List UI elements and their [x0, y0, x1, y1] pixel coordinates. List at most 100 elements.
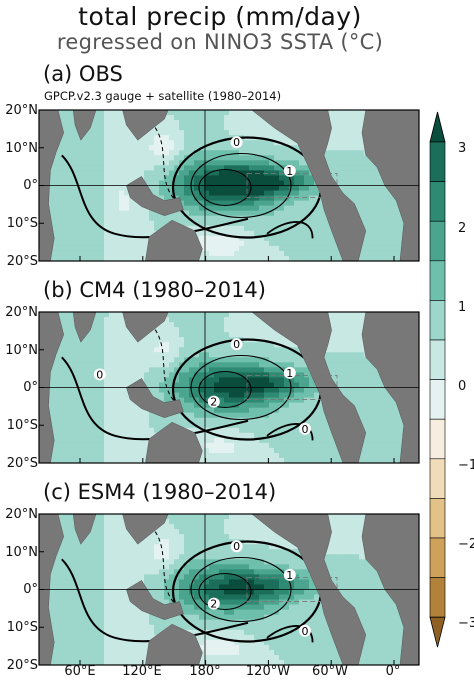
field-cell: [289, 180, 295, 186]
field-cell: [89, 529, 95, 535]
field-cell: [244, 327, 250, 333]
field-cell: [94, 170, 100, 176]
field-cell: [269, 427, 275, 434]
field-cell: [194, 387, 200, 393]
field-cell: [129, 220, 135, 227]
field-cell: [204, 332, 210, 338]
field-cell: [394, 442, 400, 449]
field-cell: [244, 529, 250, 535]
field-cell: [84, 140, 90, 146]
field-cell: [324, 240, 330, 247]
field-cell: [209, 170, 215, 176]
field-cell: [359, 185, 365, 191]
field-cell: [164, 377, 170, 383]
field-cell: [224, 402, 230, 409]
field-cell: [239, 210, 245, 217]
field-cell: [269, 190, 275, 196]
field-cell: [64, 347, 70, 353]
field-cell: [309, 397, 315, 403]
field-cell: [74, 185, 80, 191]
field-cell: [89, 130, 95, 136]
field-cell: [189, 160, 195, 166]
field-cell: [119, 417, 125, 424]
field-cell: [224, 110, 230, 116]
field-cell: [89, 125, 95, 131]
field-cell: [59, 205, 65, 212]
field-cell: [239, 437, 245, 444]
field-cell: [284, 155, 290, 161]
field-cell: [259, 210, 265, 217]
field-cell: [279, 422, 285, 429]
field-cell: [94, 150, 100, 156]
field-cell: [54, 235, 60, 242]
field-cell: [199, 190, 205, 196]
field-cell: [84, 387, 90, 393]
field-cell: [179, 135, 185, 141]
field-cell: [124, 220, 130, 227]
field-cell: [124, 372, 130, 378]
field-cell: [129, 337, 135, 343]
field-cell: [274, 352, 280, 358]
field-cell: [389, 210, 395, 217]
field-cell: [334, 145, 340, 151]
field-cell: [119, 402, 125, 409]
field-cell: [254, 180, 260, 186]
field-cell: [244, 332, 250, 338]
field-cell: [224, 397, 230, 403]
field-cell: [79, 377, 85, 383]
field-cell: [174, 417, 180, 424]
field-cell: [354, 195, 360, 201]
field-cell: [309, 205, 315, 212]
field-cell: [219, 140, 225, 146]
field-cell: [179, 140, 185, 146]
field-cell: [179, 322, 185, 328]
field-cell: [244, 150, 250, 156]
field-cell: [94, 215, 100, 222]
field-cell: [209, 417, 215, 424]
field-cell: [54, 215, 60, 222]
field-cell: [124, 225, 130, 232]
field-cell: [184, 220, 190, 227]
field-cell: [59, 245, 65, 252]
field-cell: [134, 342, 140, 348]
field-cell: [164, 367, 170, 373]
field-cell: [94, 180, 100, 186]
field-cell: [144, 362, 150, 368]
field-cell: [374, 457, 380, 463]
field-cell: [204, 417, 210, 424]
field-cell: [79, 382, 85, 388]
field-cell: [299, 255, 305, 261]
field-cell: [349, 529, 355, 535]
field-cell: [64, 180, 70, 186]
field-cell: [59, 352, 65, 358]
field-cell: [259, 255, 265, 261]
field-cell: [99, 382, 105, 388]
field-cell: [279, 150, 285, 156]
field-cell: [129, 347, 135, 353]
field-cell: [59, 255, 65, 261]
field-cell: [294, 362, 300, 368]
field-cell: [209, 180, 215, 186]
field-cell: [294, 235, 300, 242]
field-cell: [169, 332, 175, 338]
field-cell: [254, 447, 260, 454]
field-cell: [339, 110, 345, 116]
field-cell: [234, 387, 240, 393]
field-cell: [109, 377, 115, 383]
field-cell: [134, 165, 140, 171]
field-cell: [89, 372, 95, 378]
field-cell: [274, 332, 280, 338]
field-cell: [89, 240, 95, 247]
field-cell: [319, 432, 325, 439]
field-cell: [114, 337, 120, 343]
field-cell: [174, 210, 180, 217]
field-cell: [199, 180, 205, 186]
field-cell: [109, 250, 115, 257]
field-cell: [249, 175, 255, 181]
field-cell: [164, 130, 170, 136]
field-cell: [54, 427, 60, 434]
field-cell: [69, 230, 75, 237]
field-cell: [229, 402, 235, 409]
field-cell: [254, 357, 260, 363]
field-cell: [214, 165, 220, 171]
